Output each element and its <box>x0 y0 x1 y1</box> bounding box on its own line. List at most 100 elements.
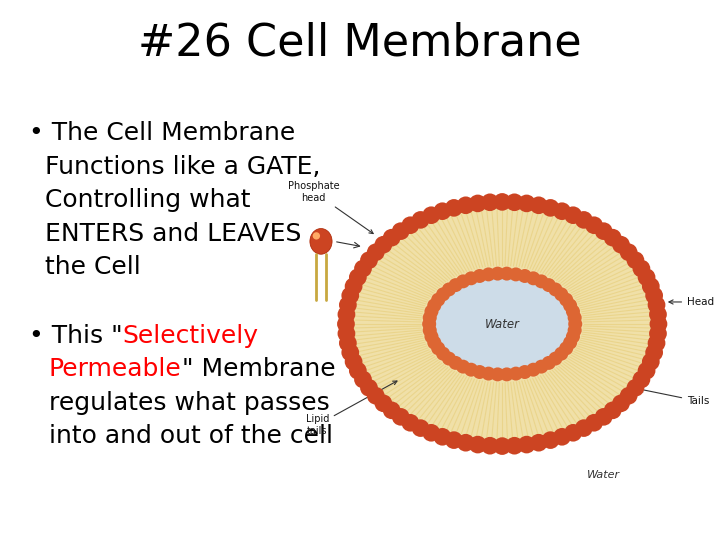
Circle shape <box>345 278 362 295</box>
Circle shape <box>341 343 359 361</box>
Circle shape <box>500 367 514 381</box>
Circle shape <box>620 244 637 261</box>
Circle shape <box>427 299 441 313</box>
Circle shape <box>374 236 392 253</box>
Circle shape <box>456 360 470 374</box>
Circle shape <box>424 305 438 319</box>
Circle shape <box>345 353 362 370</box>
Circle shape <box>449 278 463 292</box>
Circle shape <box>445 431 463 449</box>
Circle shape <box>530 434 547 451</box>
Circle shape <box>534 360 549 374</box>
Circle shape <box>383 402 400 419</box>
Circle shape <box>469 436 487 454</box>
Circle shape <box>339 296 356 314</box>
Circle shape <box>534 274 549 288</box>
Circle shape <box>436 347 450 361</box>
Ellipse shape <box>310 228 332 254</box>
Ellipse shape <box>343 199 661 449</box>
Circle shape <box>566 305 580 319</box>
Circle shape <box>423 310 437 325</box>
Circle shape <box>367 244 384 261</box>
Circle shape <box>518 269 532 283</box>
Circle shape <box>457 434 474 451</box>
Circle shape <box>620 387 637 404</box>
Circle shape <box>464 271 478 285</box>
Circle shape <box>526 363 540 377</box>
Circle shape <box>509 267 523 281</box>
Circle shape <box>566 329 580 343</box>
Circle shape <box>374 395 392 412</box>
Text: Water: Water <box>485 318 520 330</box>
Circle shape <box>626 379 644 396</box>
Text: Functions like a GATE,: Functions like a GATE, <box>29 155 320 179</box>
Circle shape <box>360 252 378 269</box>
Circle shape <box>553 428 571 446</box>
Text: #26 Cell Membrane: #26 Cell Membrane <box>138 22 582 65</box>
Circle shape <box>383 229 400 246</box>
Circle shape <box>412 419 429 437</box>
Circle shape <box>505 193 523 211</box>
Circle shape <box>509 367 523 381</box>
Text: regulates what passes: regulates what passes <box>49 391 330 415</box>
Circle shape <box>567 323 582 338</box>
Circle shape <box>563 299 577 313</box>
Circle shape <box>338 325 355 342</box>
Circle shape <box>402 217 419 234</box>
Circle shape <box>585 414 603 431</box>
Circle shape <box>648 334 665 352</box>
Circle shape <box>530 197 547 214</box>
Circle shape <box>392 408 410 426</box>
Circle shape <box>638 362 655 380</box>
Circle shape <box>559 341 573 355</box>
Circle shape <box>633 260 650 278</box>
Circle shape <box>604 402 621 419</box>
Circle shape <box>481 193 499 211</box>
Text: Lipid
tails: Lipid tails <box>305 381 397 436</box>
Circle shape <box>559 293 573 307</box>
Circle shape <box>595 222 613 240</box>
Circle shape <box>442 352 456 366</box>
Circle shape <box>541 199 559 217</box>
Circle shape <box>649 315 667 333</box>
Circle shape <box>638 268 655 286</box>
Circle shape <box>575 419 593 437</box>
Circle shape <box>367 387 384 404</box>
Circle shape <box>402 414 419 431</box>
Circle shape <box>422 317 436 331</box>
Circle shape <box>469 194 487 212</box>
Circle shape <box>549 352 562 366</box>
Circle shape <box>564 206 582 224</box>
Circle shape <box>341 287 359 305</box>
Text: Permeable: Permeable <box>49 357 181 381</box>
Ellipse shape <box>312 232 320 240</box>
Circle shape <box>604 229 621 246</box>
Circle shape <box>554 347 568 361</box>
Circle shape <box>518 436 536 454</box>
Text: Phosphate
head: Phosphate head <box>288 181 373 234</box>
Circle shape <box>554 287 568 301</box>
Text: Tails: Tails <box>639 388 709 406</box>
Circle shape <box>563 335 577 349</box>
Circle shape <box>338 306 355 323</box>
Circle shape <box>490 367 505 381</box>
Circle shape <box>648 296 665 314</box>
Text: • The Cell Membrane: • The Cell Membrane <box>29 122 295 145</box>
Circle shape <box>481 437 499 455</box>
Circle shape <box>567 310 582 325</box>
Circle shape <box>642 353 660 370</box>
Circle shape <box>464 363 478 377</box>
Circle shape <box>645 343 663 361</box>
Circle shape <box>633 370 650 388</box>
Circle shape <box>427 335 441 349</box>
Circle shape <box>585 217 603 234</box>
Circle shape <box>354 370 372 388</box>
Text: ENTERS and LEAVES: ENTERS and LEAVES <box>29 222 301 246</box>
Circle shape <box>541 356 556 370</box>
Text: into and out of the cell: into and out of the cell <box>49 424 333 448</box>
Circle shape <box>423 424 440 442</box>
Circle shape <box>541 431 559 449</box>
Circle shape <box>500 267 514 281</box>
Circle shape <box>649 325 667 342</box>
Circle shape <box>449 356 463 370</box>
